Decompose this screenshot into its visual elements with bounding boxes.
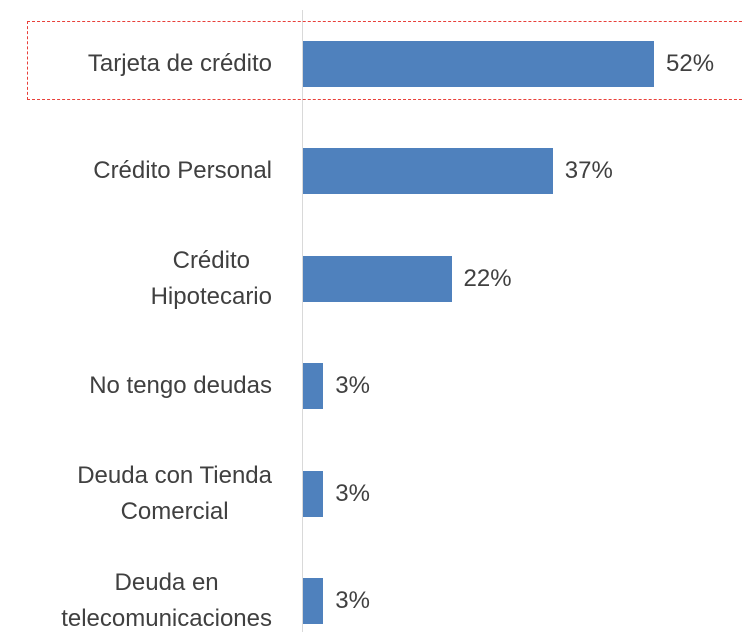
data-label: 3% (335, 587, 370, 614)
bar (303, 578, 324, 624)
data-label: 22% (463, 264, 512, 292)
category-axis (302, 10, 303, 632)
bar (303, 255, 452, 302)
category-label: No tengo deudas (89, 372, 272, 400)
category-label: Deuda con Tienda Comercial (77, 461, 272, 525)
data-label: 52% (666, 50, 715, 77)
highlight-box (27, 21, 744, 100)
category-label: Crédito Personal (93, 157, 272, 185)
category-label: Crédito Hipotecario (150, 246, 272, 310)
category-label: Tarjeta de crédito (87, 50, 272, 77)
bar (303, 363, 324, 410)
category-label: Deuda en telecomunicaciones (61, 569, 272, 632)
data-label: 3% (335, 479, 370, 507)
bar (303, 470, 324, 517)
data-label: 3% (335, 372, 370, 400)
data-label: 37% (564, 157, 613, 185)
bar (303, 41, 654, 87)
bar (303, 148, 553, 195)
